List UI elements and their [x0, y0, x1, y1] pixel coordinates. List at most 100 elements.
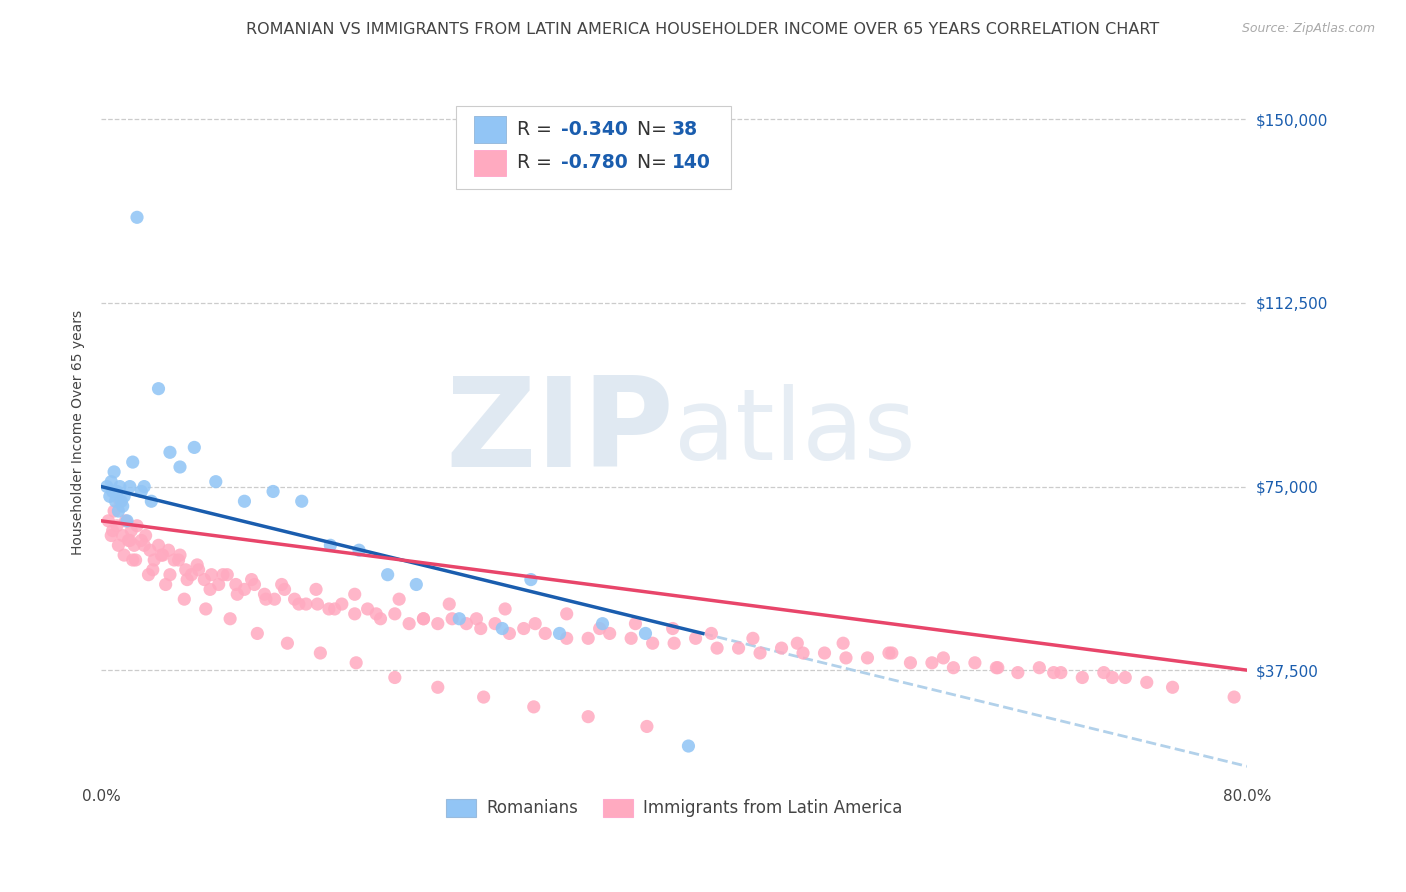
Point [700, 626, 723, 640]
Point [634, 626, 657, 640]
Text: R =: R = [517, 120, 558, 139]
Point [343, 587, 366, 601]
Point [125, 211, 148, 225]
Point [120, 524, 142, 538]
Point [727, 641, 749, 656]
Point [456, 616, 478, 631]
Text: -0.780: -0.780 [561, 153, 627, 172]
Point [100, 475, 122, 489]
Point [678, 739, 700, 753]
Point [159, 445, 181, 459]
Point [661, 622, 683, 636]
Point [494, 602, 516, 616]
Point [273, 582, 295, 597]
FancyBboxPatch shape [457, 106, 731, 189]
Point [307, 597, 329, 611]
Point [139, 543, 162, 558]
Point [1042, 665, 1064, 680]
Point [1092, 665, 1115, 680]
Point [786, 636, 808, 650]
Point [117, 533, 139, 548]
Y-axis label: Householder Income Over 65 years: Householder Income Over 65 years [72, 310, 86, 556]
Text: atlas: atlas [673, 384, 915, 481]
Point [441, 612, 464, 626]
Point [344, 656, 367, 670]
Point [101, 524, 124, 538]
Point [291, 494, 314, 508]
Point [770, 641, 793, 656]
Point [118, 533, 141, 548]
Point [588, 622, 610, 636]
Point [217, 567, 239, 582]
Point [150, 548, 173, 562]
Point [323, 602, 346, 616]
Point [135, 528, 157, 542]
Point [384, 607, 406, 621]
Point [114, 514, 136, 528]
Point [1161, 680, 1184, 694]
Point [163, 553, 186, 567]
Point [498, 626, 520, 640]
Point [142, 563, 165, 577]
Text: ROMANIAN VS IMMIGRANTS FROM LATIN AMERICA HOUSEHOLDER INCOME OVER 65 YEARS CORRE: ROMANIAN VS IMMIGRANTS FROM LATIN AMERIC… [246, 22, 1160, 37]
Point [148, 538, 170, 552]
Point [484, 616, 506, 631]
Point [305, 582, 328, 597]
Point [1223, 690, 1246, 704]
Point [877, 646, 900, 660]
Point [100, 528, 122, 542]
Point [548, 626, 571, 640]
Point [253, 587, 276, 601]
Point [295, 597, 318, 611]
Text: 38: 38 [672, 120, 697, 139]
Point [330, 597, 353, 611]
Point [512, 622, 534, 636]
Point [105, 518, 128, 533]
Point [131, 484, 153, 499]
Point [101, 484, 124, 499]
Point [240, 573, 263, 587]
Point [112, 548, 135, 562]
Point [180, 567, 202, 582]
Point [636, 719, 658, 733]
Point [121, 553, 143, 567]
Point [986, 661, 1008, 675]
Point [987, 661, 1010, 675]
Point [276, 636, 298, 650]
Point [662, 636, 685, 650]
Text: Source: ZipAtlas.com: Source: ZipAtlas.com [1241, 22, 1375, 36]
Legend: Romanians, Immigrants from Latin America: Romanians, Immigrants from Latin America [439, 792, 908, 824]
Point [103, 504, 125, 518]
Point [134, 479, 156, 493]
Point [108, 479, 131, 493]
Point [741, 632, 763, 646]
Point [183, 441, 205, 455]
Point [813, 646, 835, 660]
Point [155, 577, 177, 591]
Point [1101, 671, 1123, 685]
Text: -0.340: -0.340 [561, 120, 627, 139]
Point [105, 484, 128, 499]
Point [1028, 661, 1050, 675]
Point [212, 567, 235, 582]
Point [233, 582, 256, 597]
Point [204, 475, 226, 489]
Point [1007, 665, 1029, 680]
Point [405, 577, 427, 591]
Point [749, 646, 772, 660]
Point [309, 646, 332, 660]
Point [576, 632, 599, 646]
Point [439, 597, 461, 611]
Point [620, 632, 643, 646]
Point [138, 567, 160, 582]
Point [110, 494, 132, 508]
Point [1050, 665, 1073, 680]
Point [470, 622, 492, 636]
Point [384, 671, 406, 685]
Text: N=: N= [637, 153, 673, 172]
Point [200, 567, 222, 582]
Point [169, 460, 191, 475]
FancyBboxPatch shape [474, 150, 506, 177]
Point [187, 563, 209, 577]
Point [208, 577, 231, 591]
